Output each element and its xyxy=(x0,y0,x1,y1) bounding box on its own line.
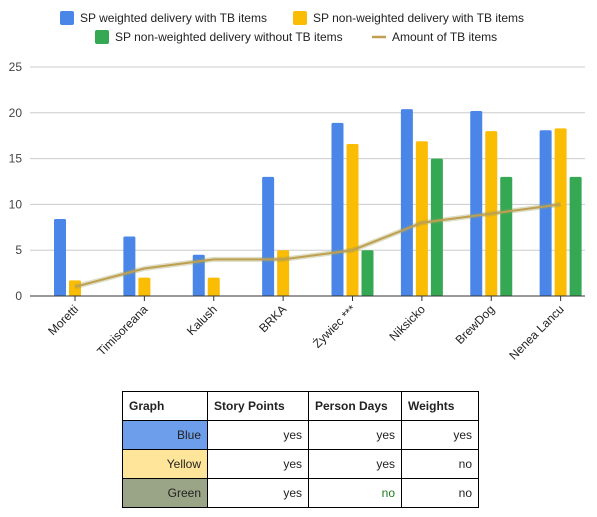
legend-label: SP non-weighted delivery with TB items xyxy=(313,11,524,25)
series-key-table: Graph Story Points Person Days Weights B… xyxy=(122,391,479,508)
table-header-row: Graph Story Points Person Days Weights xyxy=(123,392,479,421)
table-cell-weights: no xyxy=(402,479,479,508)
y-tick-label: 0 xyxy=(15,289,22,303)
table-cell-story-points: yes xyxy=(208,450,309,479)
bar xyxy=(138,278,150,296)
chart-bars xyxy=(54,109,582,296)
table-cell-graph: Yellow xyxy=(123,450,208,479)
legend-label: Amount of TB items xyxy=(392,30,497,44)
bar xyxy=(332,123,344,296)
x-tick-label: Nenea Lancu xyxy=(506,302,566,362)
table-header-person-days: Person Days xyxy=(309,392,402,421)
bar xyxy=(262,177,274,296)
table-row: Green yes no no xyxy=(123,479,479,508)
bar xyxy=(500,177,512,296)
bar xyxy=(123,236,135,296)
table-row: Blue yes yes yes xyxy=(123,421,479,450)
bar xyxy=(54,219,66,296)
bar xyxy=(431,159,443,296)
x-tick-label: Kalush xyxy=(184,302,220,338)
y-tick-label: 15 xyxy=(9,152,23,166)
table-cell-weights: yes xyxy=(402,421,479,450)
legend-label: SP weighted delivery with TB items xyxy=(80,11,267,25)
table-header-story-points: Story Points xyxy=(208,392,309,421)
x-tick-label: Moretti xyxy=(45,302,81,338)
y-tick-label: 25 xyxy=(9,60,23,74)
x-tick-label: Żywiec *** xyxy=(310,302,359,351)
table-cell-person-days: no xyxy=(309,479,402,508)
legend-label: SP non-weighted delivery without TB item… xyxy=(115,30,343,44)
x-tick-label: BRKA xyxy=(256,302,289,335)
bar xyxy=(208,278,220,296)
bar xyxy=(416,141,428,296)
bar xyxy=(570,177,582,296)
y-tick-label: 5 xyxy=(15,243,22,257)
table-cell-weights: no xyxy=(402,450,479,479)
x-axis: Moretti Timisoreana Kalush BRKA Żywiec *** Ni… xyxy=(30,296,585,363)
y-tick-label: 20 xyxy=(9,106,23,120)
y-axis: 0 5 10 15 20 25 xyxy=(9,60,23,303)
table-header-weights: Weights xyxy=(402,392,479,421)
table-row: Yellow yes yes no xyxy=(123,450,479,479)
x-tick-label: Timisoreana xyxy=(94,302,151,359)
table-cell-person-days: yes xyxy=(309,450,402,479)
x-tick-label: Niksicko xyxy=(387,302,429,344)
chart-legend: SP weighted delivery with TB items SP non… xyxy=(60,11,524,44)
table-cell-story-points: yes xyxy=(208,421,309,450)
bar xyxy=(401,109,413,296)
table-cell-graph: Blue xyxy=(123,421,208,450)
bar xyxy=(347,144,359,296)
legend-swatch xyxy=(95,30,109,44)
legend-swatch xyxy=(293,11,307,25)
legend-swatch xyxy=(60,11,74,25)
chart: SP weighted delivery with TB items SP non… xyxy=(0,0,597,385)
table-cell-graph: Green xyxy=(123,479,208,508)
table-header-graph: Graph xyxy=(123,392,208,421)
x-tick-label: BrewDog xyxy=(453,302,498,347)
table-cell-story-points: yes xyxy=(208,479,309,508)
bar xyxy=(470,111,482,296)
table-cell-person-days: yes xyxy=(309,421,402,450)
y-tick-label: 10 xyxy=(9,197,23,211)
bar xyxy=(540,130,552,296)
bar xyxy=(555,128,567,296)
bar xyxy=(362,250,374,296)
